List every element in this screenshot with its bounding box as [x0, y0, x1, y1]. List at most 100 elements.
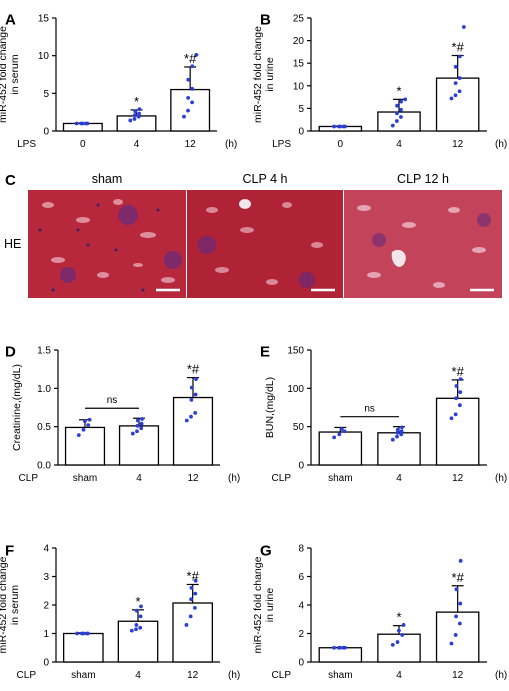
- data-point: [189, 385, 194, 390]
- data-point: [449, 96, 454, 101]
- data-point: [87, 417, 92, 422]
- data-point: [138, 625, 143, 630]
- data-point: [403, 97, 408, 102]
- y-tick-label: 1: [43, 629, 49, 640]
- y-tick-label: 50: [293, 422, 305, 433]
- x-unit-label: (h): [228, 670, 240, 681]
- y-axis-label: miR-452 fold change: [0, 26, 9, 123]
- panel-e: E 0 50 100 150 BUN,(mg/dL) sham 4 *# 12 CLP (h) ns: [260, 343, 507, 484]
- data-point: [83, 419, 87, 424]
- data-point: [189, 597, 193, 602]
- data-point: [139, 421, 144, 426]
- data-point: [454, 614, 458, 619]
- data-point: [193, 578, 198, 583]
- data-point: [85, 121, 90, 126]
- data-point: [189, 414, 193, 419]
- data-point: [339, 427, 344, 431]
- data-point: [140, 417, 144, 421]
- data-point: [458, 390, 463, 395]
- data-point: [397, 628, 401, 633]
- y-tick-label: 5: [43, 89, 49, 100]
- data-point: [390, 643, 395, 647]
- data-point: [132, 117, 137, 121]
- data-point: [137, 111, 142, 116]
- data-point: [395, 640, 400, 644]
- data-point: [135, 424, 140, 428]
- y-tick-label: 4: [298, 601, 304, 612]
- data-point: [399, 432, 404, 437]
- data-point: [395, 434, 399, 439]
- bar-12: [435, 611, 480, 663]
- data-point: [182, 114, 186, 119]
- x-tick-label: 4: [396, 473, 402, 484]
- data-point: [189, 586, 194, 590]
- x-tick-label: 12: [185, 139, 197, 150]
- panel-label-g: G: [260, 542, 272, 559]
- y-tick-label: 1.5: [37, 346, 51, 357]
- x-tick-label: 4: [396, 139, 402, 150]
- data-point: [453, 633, 458, 637]
- data-point: [449, 416, 454, 421]
- x-tick-label: 4: [135, 670, 141, 681]
- y-tick-label: 2: [43, 601, 49, 612]
- bar-sham: [63, 632, 104, 663]
- data-point: [343, 645, 347, 650]
- y-tick-label: 10: [38, 51, 50, 62]
- data-point: [134, 608, 139, 613]
- x-tick-label: 12: [452, 670, 464, 681]
- panel-label-c: C: [5, 172, 16, 189]
- data-point: [80, 121, 85, 126]
- data-point: [190, 100, 194, 105]
- data-point: [399, 429, 404, 434]
- significance-marker: *#: [187, 362, 200, 377]
- y-axis-label: miR-452 fold change: [252, 556, 264, 653]
- bar-12: [172, 396, 214, 466]
- data-point: [193, 392, 198, 397]
- data-point: [188, 614, 193, 619]
- data-point: [186, 108, 190, 113]
- data-point: [129, 628, 134, 633]
- y-axis-label: in urine: [264, 57, 276, 92]
- data-point: [139, 426, 144, 431]
- data-point: [453, 93, 458, 98]
- x-tick-label: 12: [187, 670, 199, 681]
- x-unit-label: (h): [495, 473, 507, 484]
- histology-image-sham: [28, 190, 186, 298]
- data-point: [399, 99, 404, 104]
- significance-marker: *#: [452, 40, 465, 55]
- y-axis-label: in urine: [264, 588, 276, 623]
- significance-marker: *: [396, 83, 401, 98]
- data-point: [454, 396, 458, 401]
- data-point: [86, 631, 90, 636]
- data-point: [454, 384, 459, 388]
- y-tick-label: 25: [293, 14, 305, 25]
- data-point: [192, 605, 197, 610]
- data-point: [457, 89, 462, 94]
- header-clp-4h: CLP 4 h: [242, 172, 288, 186]
- data-point: [343, 124, 347, 129]
- x-group-label: LPS: [17, 139, 36, 150]
- data-point: [400, 633, 405, 637]
- x-tick-label: 4: [134, 139, 140, 150]
- y-axis-label: BUN,(mg/dL): [264, 377, 276, 438]
- y-axis-label: Creatinine,(mg/dL): [11, 364, 23, 451]
- bar-12: [170, 88, 211, 132]
- data-point: [449, 641, 454, 646]
- data-point: [400, 425, 404, 430]
- significance-marker: *#: [452, 570, 465, 585]
- data-point: [135, 429, 139, 434]
- y-tick-label: 15: [38, 14, 50, 25]
- data-point: [133, 113, 137, 118]
- data-point: [332, 435, 337, 440]
- data-point: [190, 86, 195, 91]
- y-axis-label: in serum: [9, 54, 21, 95]
- data-point: [338, 124, 343, 129]
- x-group-label: CLP: [17, 670, 37, 681]
- data-point: [457, 76, 462, 81]
- significance-marker: *#: [452, 364, 465, 379]
- data-point: [193, 410, 198, 415]
- y-tick-label: 6: [298, 572, 304, 583]
